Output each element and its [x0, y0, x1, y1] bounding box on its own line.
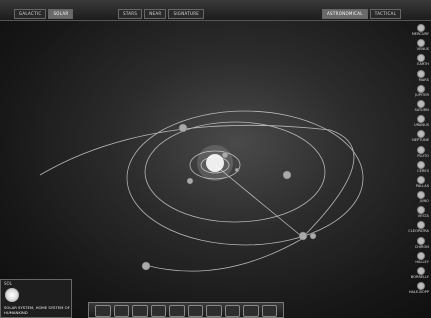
planet[interactable]: [142, 262, 150, 270]
planet-label: NEPTUNE: [412, 138, 429, 143]
planet-icon: [417, 221, 425, 229]
planet-icon: [417, 176, 425, 184]
planet-entry[interactable]: NEPTUNE: [412, 130, 429, 145]
planet-label: JUPITER: [415, 93, 429, 98]
planet[interactable]: [235, 168, 239, 172]
planet-label: PALLAS: [416, 184, 429, 189]
tab[interactable]: ASTRONOMICAL: [322, 9, 368, 19]
orbit: [145, 122, 325, 222]
planet-icon: [417, 130, 425, 138]
planet-entry[interactable]: URANUS: [414, 115, 429, 130]
planet-label: URANUS: [414, 123, 429, 128]
planet-icon: [417, 252, 425, 260]
sun-glow: [197, 145, 233, 181]
planet-label: CERES: [417, 169, 429, 174]
planet-entry[interactable]: MERCURY: [412, 24, 429, 39]
tab[interactable]: GALACTIC: [14, 9, 46, 19]
planet-list: MERCURY VENUS EARTH MARS JUPITER SATURN URANUS…: [389, 24, 429, 297]
tool-button[interactable]: [188, 305, 204, 317]
planet-entry[interactable]: JUNO: [417, 191, 429, 206]
planet-label: MERCURY: [412, 32, 429, 37]
tool-button[interactable]: [225, 305, 241, 317]
orbit: [127, 111, 363, 245]
planet-entry[interactable]: VESTA: [417, 206, 429, 221]
tool-button[interactable]: [114, 305, 130, 317]
planet-icon: [417, 54, 425, 62]
planet-icon: [417, 39, 425, 47]
planet-entry[interactable]: PALLAS: [416, 176, 429, 191]
toolbar: [88, 302, 284, 318]
planet-entry[interactable]: HALE-BOPP: [409, 282, 429, 297]
planet-label: MARS: [419, 78, 429, 83]
tab[interactable]: STARS: [118, 9, 142, 19]
planet-label: BORRELLY: [411, 275, 429, 280]
tool-button[interactable]: [243, 305, 259, 317]
planet-icon: [417, 70, 425, 78]
planet-entry[interactable]: CHIRON: [415, 237, 429, 252]
planet-entry[interactable]: PLUTO: [417, 146, 429, 161]
tool-button[interactable]: [95, 305, 111, 317]
planet[interactable]: [310, 233, 316, 239]
planet-icon: [417, 206, 425, 214]
tool-button[interactable]: [262, 305, 278, 317]
planet-icon: [417, 100, 425, 108]
planet-icon: [417, 191, 425, 199]
planet-icon: [417, 161, 425, 169]
planet-label: VENUS: [417, 47, 429, 52]
tool-button[interactable]: [132, 305, 148, 317]
tool-button[interactable]: [169, 305, 185, 317]
planet-icon: [417, 146, 425, 154]
planet-icon: [417, 85, 425, 93]
planet[interactable]: [187, 178, 193, 184]
planet-entry[interactable]: VENUS: [417, 39, 429, 54]
planet-entry[interactable]: SATURN: [414, 100, 429, 115]
tool-button[interactable]: [206, 305, 222, 317]
planet-label: CLEOPATRA: [408, 229, 429, 234]
tab[interactable]: SOLAR: [48, 9, 73, 19]
planet-label: HALE-BOPP: [409, 290, 429, 295]
planet-entry[interactable]: EARTH: [417, 54, 429, 69]
planet-icon: [417, 267, 425, 275]
planet-entry[interactable]: HALLEY: [415, 252, 429, 267]
planet[interactable]: [179, 124, 187, 132]
planet-entry[interactable]: MARS: [417, 70, 429, 85]
orbit: [40, 125, 354, 271]
planet-entry[interactable]: JUPITER: [415, 85, 429, 100]
tool-button[interactable]: [151, 305, 167, 317]
planet-entry[interactable]: BORRELLY: [411, 267, 429, 282]
tab[interactable]: TACTICAL: [370, 9, 401, 19]
info-icon: [5, 288, 19, 302]
tab[interactable]: NEAR: [144, 9, 166, 19]
info-panel: SOL SOLAR SYSTEM, HOME SYSTEM OF HUMANKI…: [0, 279, 72, 318]
planet-icon: [417, 115, 425, 123]
planet-label: SATURN: [414, 108, 429, 113]
planet-icon: [417, 282, 425, 290]
planet-icon: [417, 237, 425, 245]
planet[interactable]: [222, 152, 228, 158]
planet[interactable]: [299, 232, 307, 240]
planet-label: PLUTO: [417, 154, 429, 159]
planet-label: HALLEY: [415, 260, 429, 265]
planet-icon: [417, 24, 425, 32]
planet-label: JUNO: [420, 199, 429, 204]
info-title: SOL: [1, 280, 71, 287]
info-description: SOLAR SYSTEM, HOME SYSTEM OF HUMANKIND: [4, 305, 70, 315]
planet-label: EARTH: [417, 62, 429, 67]
solar-map: [0, 0, 431, 318]
planet[interactable]: [283, 171, 291, 179]
planet-label: CHIRON: [415, 245, 429, 250]
game-screen: GALACTICSOLAR STARSNEARSIGNATURE ASTRONO…: [0, 0, 431, 318]
planet-entry[interactable]: CLEOPATRA: [408, 221, 429, 236]
tab[interactable]: SIGNATURE: [168, 9, 204, 19]
planet-entry[interactable]: CERES: [417, 161, 429, 176]
planet-label: VESTA: [418, 214, 429, 219]
